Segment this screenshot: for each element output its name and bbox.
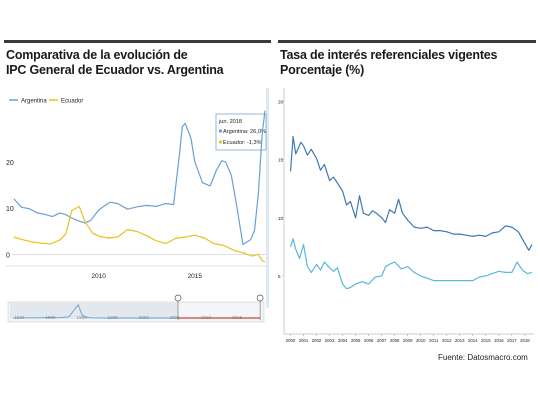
x-tick-label: 2007 — [377, 338, 387, 343]
chart-title: Tasa de interés referenciales vigentes P… — [280, 48, 534, 78]
interest-rate-chart-panel: Tasa de interés referenciales vigentes P… — [278, 40, 536, 370]
navigator-plot: 1980 1985 1990 1995 2000 2005 2010 2015 — [10, 294, 264, 320]
tooltip: jun. 2018 Argentina: 26,0% Ecuador: -1,3… — [215, 113, 267, 151]
y-tick-label: 10 — [278, 216, 284, 221]
x-tick-label: 2000 — [286, 338, 296, 343]
navigator-tick-label: 1980 — [14, 315, 25, 320]
series-line-lower — [289, 238, 533, 290]
x-tick-label: 2002 — [312, 338, 322, 343]
tooltip-box — [215, 113, 267, 151]
legend: Argentina Ecuador — [9, 99, 83, 105]
legend-label-argentina: Argentina — [21, 99, 47, 105]
tooltip-date: jun. 2018 — [218, 119, 242, 125]
navigator-left-handle[interactable] — [174, 294, 182, 302]
navigator-right-handle[interactable] — [256, 294, 264, 302]
x-tick-label: 2016 — [494, 338, 504, 343]
x-tick-label: 2012 — [442, 338, 452, 343]
navigator-tick-label: 1985 — [45, 315, 56, 320]
panel-top-rule — [278, 40, 536, 43]
tooltip-argentina-value: Argentina: 26,0% — [223, 129, 266, 135]
chart-scrollbar[interactable] — [266, 88, 269, 308]
tooltip-ecuador-value: Ecuador: -1,3% — [223, 140, 262, 146]
x-tick-label: 2018 — [520, 338, 530, 343]
y-tick-label: 0 — [6, 253, 10, 260]
chart-title-line-2: Porcentaje (%) — [280, 63, 365, 77]
navigator-tick-label: 2005 — [170, 315, 181, 320]
x-tick-label: 2006 — [364, 338, 374, 343]
x-tick-label: 2015 — [481, 338, 491, 343]
tooltip-marker-argentina — [218, 129, 223, 133]
x-tick-label: 2010 — [416, 338, 426, 343]
x-tick-label: 2001 — [299, 338, 309, 343]
x-tick-label: 2008 — [390, 338, 400, 343]
panel-top-rule — [4, 40, 271, 43]
cpi-chart-svg: Argentina Ecuador jun. 2018 Argentina: 2… — [6, 88, 269, 323]
source-note: Fuente: Datosmacro.com — [438, 353, 528, 362]
argentina-ecuador-cpi-chart-panel: Comparativa de la evolución de IPC Gener… — [4, 40, 271, 370]
x-tick-label: 2011 — [429, 338, 439, 343]
navigator-unselected-region — [10, 303, 178, 319]
x-tick-label: 2013 — [455, 338, 465, 343]
x-tick-label: 2009 — [403, 338, 413, 343]
series-line-upper — [289, 135, 533, 251]
navigator-tick-label: 1990 — [76, 315, 87, 320]
chart-title-line-1: Tasa de interés referenciales vigentes — [280, 48, 498, 62]
x-tick-label: 2017 — [507, 338, 517, 343]
navigator-series-line — [13, 304, 256, 319]
x-tick-label: 2003 — [325, 338, 335, 343]
y-tick-label: 15 — [278, 158, 284, 163]
x-tick-label: 2010 — [91, 273, 106, 280]
navigator-tick-label: 2010 — [201, 315, 212, 320]
y-tick-label: 20 — [278, 100, 284, 105]
y-tick-label: 5 — [278, 274, 281, 279]
legend-label-ecuador: Ecuador — [61, 99, 83, 105]
x-tick-label: 2004 — [338, 338, 348, 343]
x-tick-label: 2014 — [468, 338, 478, 343]
series-line-argentina — [13, 110, 266, 246]
y-tick-label: 10 — [6, 206, 14, 213]
x-tick-label: 2005 — [351, 338, 361, 343]
chart-title: Comparativa de la evolución de IPC Gener… — [6, 48, 269, 78]
chart-title-line-2: IPC General de Ecuador vs. Argentina — [6, 63, 224, 77]
tooltip-marker-ecuador — [218, 140, 223, 144]
x-tick-label: 2015 — [188, 273, 203, 280]
plot-area: 0 10 20 2010 2015 — [6, 110, 266, 280]
chart-title-line-1: Comparativa de la evolución de — [6, 48, 188, 62]
navigator-tick-label: 2000 — [139, 315, 150, 320]
series-line-ecuador — [13, 205, 266, 263]
y-tick-label: 20 — [6, 160, 14, 167]
navigator-tick-label: 1995 — [108, 315, 119, 320]
navigator-tick-label: 2015 — [232, 315, 243, 320]
